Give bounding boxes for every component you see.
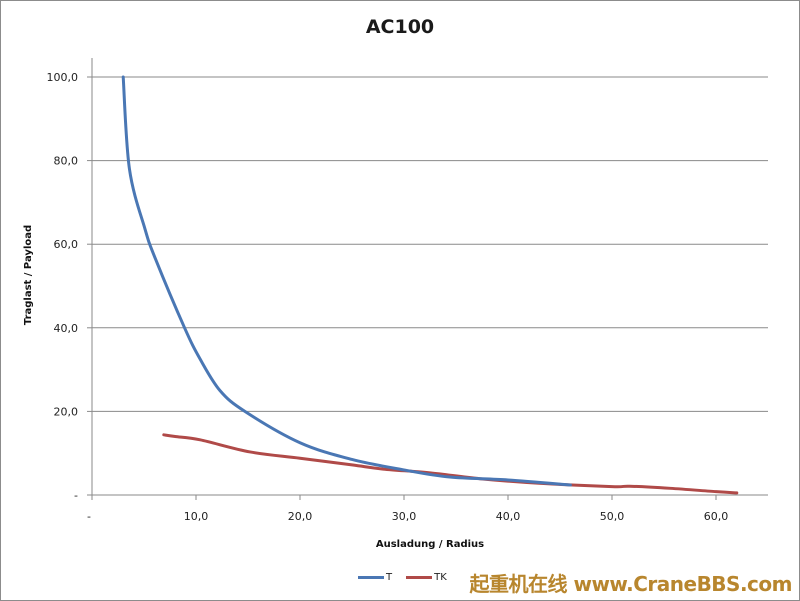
legend-label-t: T: [386, 572, 393, 583]
series-line-tk: [162, 433, 739, 495]
x-tick-label: 20,0: [288, 510, 313, 523]
y-tick-label: 60,0: [54, 238, 79, 251]
chart-title: AC100: [365, 16, 435, 38]
x-tick-label: 60,0: [704, 510, 729, 523]
y-tick-label: 20,0: [54, 405, 79, 418]
y-tick-label: 40,0: [54, 322, 79, 335]
y-axis-label: Traglast / Payload: [23, 225, 34, 325]
x-tick-label: 50,0: [600, 510, 625, 523]
y-tick-label: 100,0: [47, 71, 79, 84]
legend-swatch-t: [358, 576, 384, 579]
x-tick-label: 10,0: [184, 510, 209, 523]
legend: T TK: [358, 572, 447, 583]
x-axis-label: Ausladung / Radius: [376, 539, 484, 550]
x-tick-label: 40,0: [496, 510, 521, 523]
legend-item-t: T: [358, 572, 392, 583]
legend-swatch-tk: [406, 576, 433, 579]
x-tick-label: -: [87, 510, 91, 523]
y-tick-label: -: [74, 489, 78, 502]
watermark: 起重机在线 www.CraneBBS.com: [469, 572, 793, 596]
legend-item-tk: TK: [406, 572, 447, 583]
y-tick-label: 80,0: [54, 155, 79, 168]
series-line-t: [121, 75, 572, 487]
x-tick-label: 30,0: [392, 510, 417, 523]
legend-label-tk: TK: [434, 572, 447, 583]
